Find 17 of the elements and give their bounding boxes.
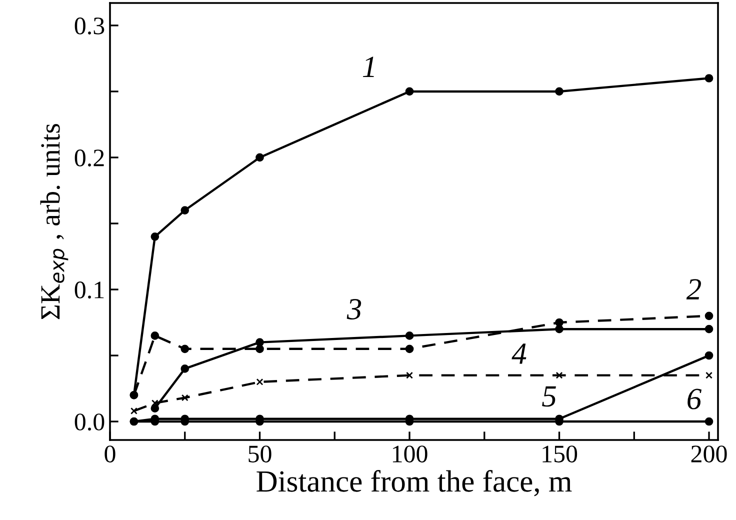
y-tick-label: 0.3 (74, 17, 104, 34)
x-axis-title: Distance from the face, m (256, 470, 572, 496)
x-tick-label: 0 (104, 446, 116, 462)
x-tick-label: 50 (248, 446, 272, 462)
y-tick-label: 0.1 (74, 282, 104, 299)
series-label: 4 (512, 344, 526, 364)
x-tick-label: 200 (691, 446, 727, 462)
series-label: 3 (346, 298, 362, 320)
series-label: 5 (542, 386, 556, 407)
series-label: 2 (686, 279, 701, 300)
x-tick-label: 150 (542, 446, 578, 462)
x-tick-label: 100 (392, 446, 428, 462)
y-axis-title: ΣK$_{exp}$ , arb. units (40, 124, 68, 320)
series-label: 6 (688, 388, 702, 410)
y-tick-label: 0.0 (74, 414, 104, 431)
y-tick-label: 0.2 (74, 150, 104, 166)
series-label: 1 (362, 56, 374, 77)
